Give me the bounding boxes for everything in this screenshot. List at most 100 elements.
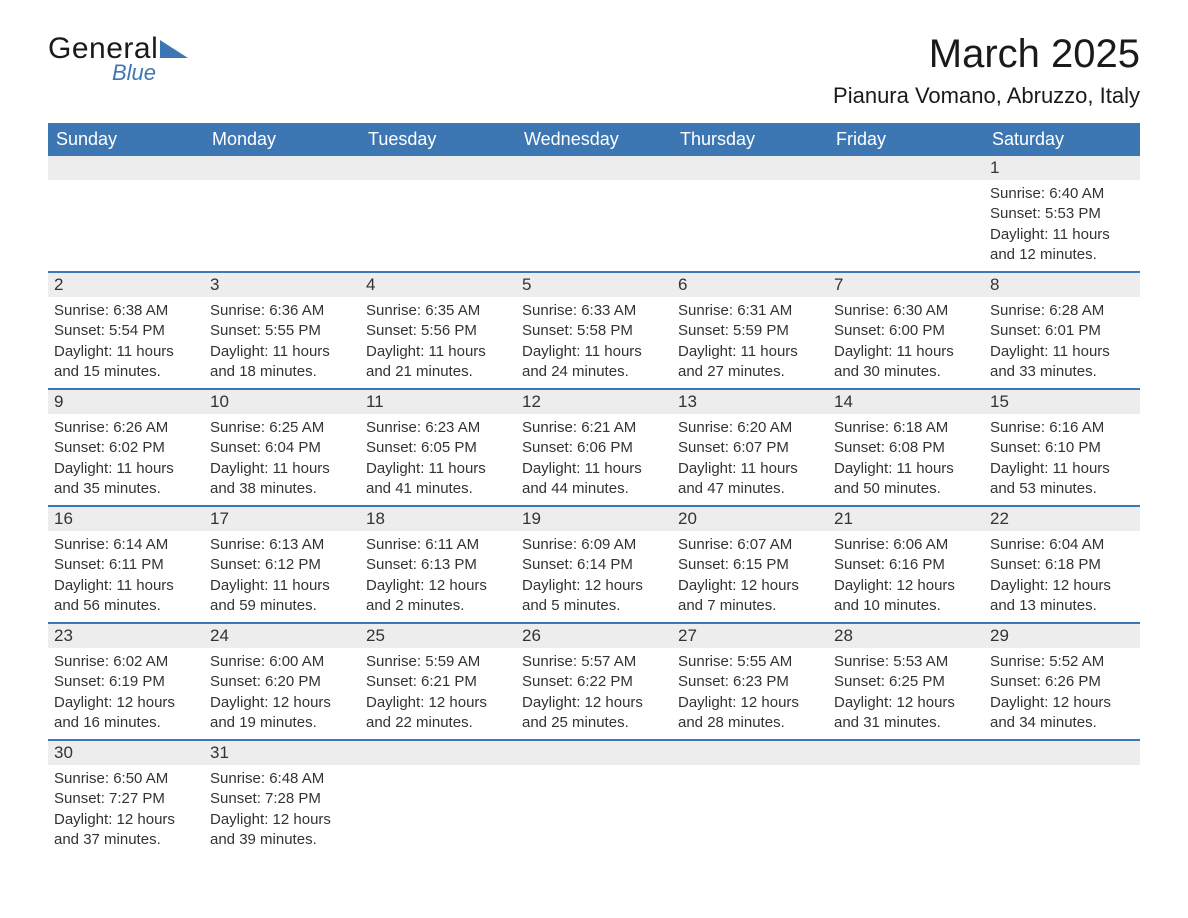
- sunset-line: Sunset: 6:01 PM: [990, 321, 1134, 341]
- calendar-week-row: 30Sunrise: 6:50 AMSunset: 7:27 PMDayligh…: [48, 740, 1140, 856]
- sunset-line: Sunset: 6:07 PM: [678, 438, 822, 458]
- day-number-bar: 3: [204, 273, 360, 297]
- daylight-line: Daylight: 11 hours and 15 minutes.: [54, 342, 198, 383]
- calendar-tbody: 1Sunrise: 6:40 AMSunset: 5:53 PMDaylight…: [48, 156, 1140, 856]
- calendar-day-cell: [516, 740, 672, 856]
- day-body: Sunrise: 6:33 AMSunset: 5:58 PMDaylight:…: [516, 297, 672, 388]
- calendar-day-cell: [48, 156, 204, 272]
- daylight-line: Daylight: 12 hours and 25 minutes.: [522, 693, 666, 734]
- daylight-line: Daylight: 12 hours and 22 minutes.: [366, 693, 510, 734]
- daylight-line: Daylight: 11 hours and 27 minutes.: [678, 342, 822, 383]
- sunrise-line: Sunrise: 6:33 AM: [522, 301, 666, 321]
- day-body: Sunrise: 5:52 AMSunset: 6:26 PMDaylight:…: [984, 648, 1140, 739]
- sunrise-line: Sunrise: 5:53 AM: [834, 652, 978, 672]
- day-body: Sunrise: 5:59 AMSunset: 6:21 PMDaylight:…: [360, 648, 516, 739]
- day-header: Saturday: [984, 123, 1140, 156]
- day-number-bar: 26: [516, 624, 672, 648]
- calendar-day-cell: 8Sunrise: 6:28 AMSunset: 6:01 PMDaylight…: [984, 272, 1140, 389]
- day-body: Sunrise: 6:20 AMSunset: 6:07 PMDaylight:…: [672, 414, 828, 505]
- sunset-line: Sunset: 6:22 PM: [522, 672, 666, 692]
- calendar-day-cell: 19Sunrise: 6:09 AMSunset: 6:14 PMDayligh…: [516, 506, 672, 623]
- day-body: Sunrise: 6:13 AMSunset: 6:12 PMDaylight:…: [204, 531, 360, 622]
- daylight-line: Daylight: 11 hours and 12 minutes.: [990, 225, 1134, 266]
- daylight-line: Daylight: 12 hours and 19 minutes.: [210, 693, 354, 734]
- day-body: Sunrise: 5:53 AMSunset: 6:25 PMDaylight:…: [828, 648, 984, 739]
- day-number-bar: 25: [360, 624, 516, 648]
- calendar-day-cell: [204, 156, 360, 272]
- day-header: Thursday: [672, 123, 828, 156]
- day-number-bar: [828, 156, 984, 180]
- calendar-day-cell: [672, 156, 828, 272]
- sunrise-line: Sunrise: 6:30 AM: [834, 301, 978, 321]
- day-body: Sunrise: 6:26 AMSunset: 6:02 PMDaylight:…: [48, 414, 204, 505]
- sunrise-line: Sunrise: 6:40 AM: [990, 184, 1134, 204]
- day-number-bar: [360, 156, 516, 180]
- calendar-day-cell: 18Sunrise: 6:11 AMSunset: 6:13 PMDayligh…: [360, 506, 516, 623]
- sunset-line: Sunset: 6:10 PM: [990, 438, 1134, 458]
- sunset-line: Sunset: 6:02 PM: [54, 438, 198, 458]
- day-header: Friday: [828, 123, 984, 156]
- day-number-bar: [360, 741, 516, 765]
- day-body: Sunrise: 6:48 AMSunset: 7:28 PMDaylight:…: [204, 765, 360, 856]
- sunset-line: Sunset: 6:14 PM: [522, 555, 666, 575]
- sunset-line: Sunset: 5:56 PM: [366, 321, 510, 341]
- day-body: Sunrise: 6:35 AMSunset: 5:56 PMDaylight:…: [360, 297, 516, 388]
- sunset-line: Sunset: 6:15 PM: [678, 555, 822, 575]
- calendar-day-cell: [828, 156, 984, 272]
- day-body: Sunrise: 6:25 AMSunset: 6:04 PMDaylight:…: [204, 414, 360, 505]
- sunset-line: Sunset: 6:19 PM: [54, 672, 198, 692]
- daylight-line: Daylight: 12 hours and 10 minutes.: [834, 576, 978, 617]
- daylight-line: Daylight: 12 hours and 37 minutes.: [54, 810, 198, 851]
- sunrise-line: Sunrise: 6:25 AM: [210, 418, 354, 438]
- day-number-bar: 17: [204, 507, 360, 531]
- day-body: Sunrise: 6:16 AMSunset: 6:10 PMDaylight:…: [984, 414, 1140, 505]
- sunset-line: Sunset: 6:23 PM: [678, 672, 822, 692]
- day-body: Sunrise: 6:07 AMSunset: 6:15 PMDaylight:…: [672, 531, 828, 622]
- calendar-day-cell: 13Sunrise: 6:20 AMSunset: 6:07 PMDayligh…: [672, 389, 828, 506]
- sunset-line: Sunset: 6:08 PM: [834, 438, 978, 458]
- daylight-line: Daylight: 11 hours and 47 minutes.: [678, 459, 822, 500]
- calendar-table: SundayMondayTuesdayWednesdayThursdayFrid…: [48, 123, 1140, 856]
- sunrise-line: Sunrise: 6:13 AM: [210, 535, 354, 555]
- month-title: March 2025: [833, 32, 1140, 77]
- day-body: Sunrise: 6:06 AMSunset: 6:16 PMDaylight:…: [828, 531, 984, 622]
- day-body: Sunrise: 6:04 AMSunset: 6:18 PMDaylight:…: [984, 531, 1140, 622]
- day-number-bar: 12: [516, 390, 672, 414]
- daylight-line: Daylight: 12 hours and 13 minutes.: [990, 576, 1134, 617]
- calendar-day-cell: [672, 740, 828, 856]
- day-number-bar: 19: [516, 507, 672, 531]
- calendar-week-row: 2Sunrise: 6:38 AMSunset: 5:54 PMDaylight…: [48, 272, 1140, 389]
- sunrise-line: Sunrise: 6:06 AM: [834, 535, 978, 555]
- sunset-line: Sunset: 6:06 PM: [522, 438, 666, 458]
- daylight-line: Daylight: 12 hours and 5 minutes.: [522, 576, 666, 617]
- calendar-day-cell: 2Sunrise: 6:38 AMSunset: 5:54 PMDaylight…: [48, 272, 204, 389]
- logo-text-blue: Blue: [112, 60, 188, 86]
- calendar-day-cell: 4Sunrise: 6:35 AMSunset: 5:56 PMDaylight…: [360, 272, 516, 389]
- daylight-line: Daylight: 11 hours and 18 minutes.: [210, 342, 354, 383]
- calendar-day-cell: [828, 740, 984, 856]
- day-number-bar: 11: [360, 390, 516, 414]
- sunrise-line: Sunrise: 6:36 AM: [210, 301, 354, 321]
- sunrise-line: Sunrise: 6:16 AM: [990, 418, 1134, 438]
- day-number-bar: 6: [672, 273, 828, 297]
- daylight-line: Daylight: 11 hours and 21 minutes.: [366, 342, 510, 383]
- daylight-line: Daylight: 11 hours and 50 minutes.: [834, 459, 978, 500]
- sunrise-line: Sunrise: 6:18 AM: [834, 418, 978, 438]
- sunset-line: Sunset: 6:12 PM: [210, 555, 354, 575]
- calendar-day-cell: 24Sunrise: 6:00 AMSunset: 6:20 PMDayligh…: [204, 623, 360, 740]
- day-number-bar: 16: [48, 507, 204, 531]
- logo: General Blue: [48, 32, 188, 86]
- sunset-line: Sunset: 6:13 PM: [366, 555, 510, 575]
- day-number-bar: [984, 741, 1140, 765]
- sunrise-line: Sunrise: 6:00 AM: [210, 652, 354, 672]
- calendar-day-cell: 15Sunrise: 6:16 AMSunset: 6:10 PMDayligh…: [984, 389, 1140, 506]
- day-number-bar: 10: [204, 390, 360, 414]
- daylight-line: Daylight: 11 hours and 33 minutes.: [990, 342, 1134, 383]
- day-number-bar: 7: [828, 273, 984, 297]
- sunset-line: Sunset: 6:20 PM: [210, 672, 354, 692]
- calendar-day-cell: [984, 740, 1140, 856]
- day-number-bar: [48, 156, 204, 180]
- sunrise-line: Sunrise: 6:07 AM: [678, 535, 822, 555]
- sunrise-line: Sunrise: 6:02 AM: [54, 652, 198, 672]
- daylight-line: Daylight: 11 hours and 56 minutes.: [54, 576, 198, 617]
